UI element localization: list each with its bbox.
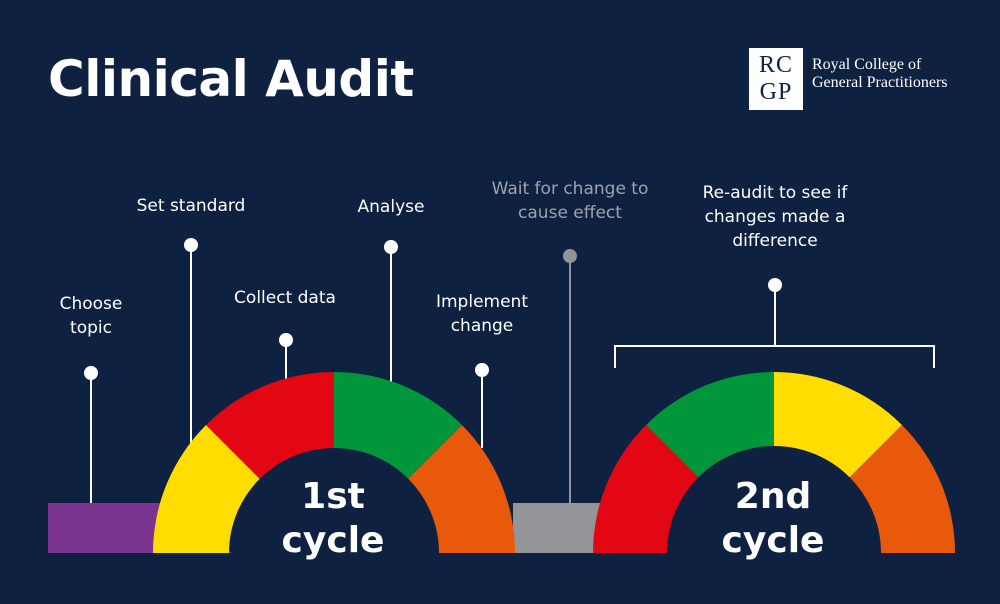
set-standard-line1: Set standard xyxy=(136,196,246,216)
rcgp-logo: RC GP xyxy=(749,48,803,110)
re-audit-marker xyxy=(768,278,782,292)
re-audit-bracket xyxy=(614,345,935,368)
collect-data-line1: Collect data xyxy=(234,288,336,308)
collect-data-marker xyxy=(279,333,293,347)
wait-label: Wait for change to cause effect xyxy=(474,177,666,225)
second-cycle-label: 2nd cycle xyxy=(693,475,853,563)
implement-change-segment xyxy=(408,425,515,553)
implement-change-label: Implement change xyxy=(421,290,543,338)
wait-line1: Wait for change to xyxy=(491,179,649,199)
second-cycle-segment-orange xyxy=(849,425,955,553)
collect-data-label: Collect data xyxy=(215,286,355,310)
page-title: Clinical Audit xyxy=(48,50,414,108)
implement-change-marker xyxy=(475,363,489,377)
second-cycle-line2: cycle xyxy=(721,520,825,561)
re-audit-line1: Re-audit to see if xyxy=(702,183,848,203)
re-audit-line2: changes made a xyxy=(704,207,846,227)
analyse-line1: Analyse xyxy=(357,197,425,217)
logo-name: Royal College of General Practitioners xyxy=(812,56,948,92)
collect-data-segment xyxy=(206,372,334,479)
choose-topic-marker xyxy=(84,366,98,380)
analyse-marker xyxy=(384,240,398,254)
first-cycle-line2: cycle xyxy=(281,520,385,561)
second-cycle-segment-red xyxy=(593,425,699,553)
logo-name-line1: Royal College of xyxy=(812,56,922,73)
second-cycle-line1: 2nd xyxy=(734,476,812,517)
first-cycle-label: 1st cycle xyxy=(253,475,413,563)
analyse-label: Analyse xyxy=(331,195,451,219)
logo-monogram-bottom: GP xyxy=(759,79,793,105)
first-cycle-line1: 1st xyxy=(301,476,365,517)
choose-topic-line2: topic xyxy=(70,318,112,338)
choose-topic-label: Choose topic xyxy=(40,292,142,340)
second-cycle-segment-yellow xyxy=(774,372,902,478)
second-cycle-segment-green xyxy=(646,372,774,478)
re-audit-label: Re-audit to see if changes made a differ… xyxy=(684,181,866,253)
set-standard-marker xyxy=(184,238,198,252)
analyse-segment xyxy=(334,372,462,479)
set-standard-segment xyxy=(153,425,260,553)
implement-change-line1: Implement xyxy=(435,292,528,312)
choose-topic-line1: Choose xyxy=(59,294,123,314)
wait-line2: cause effect xyxy=(518,203,622,223)
set-standard-label: Set standard xyxy=(121,194,261,218)
re-audit-line3: difference xyxy=(732,231,818,251)
logo-monogram-top: RC xyxy=(758,52,793,78)
wait-bar xyxy=(513,503,600,553)
logo-name-line2: General Practitioners xyxy=(812,74,948,91)
wait-marker xyxy=(563,249,577,263)
implement-change-line2: change xyxy=(450,316,514,336)
